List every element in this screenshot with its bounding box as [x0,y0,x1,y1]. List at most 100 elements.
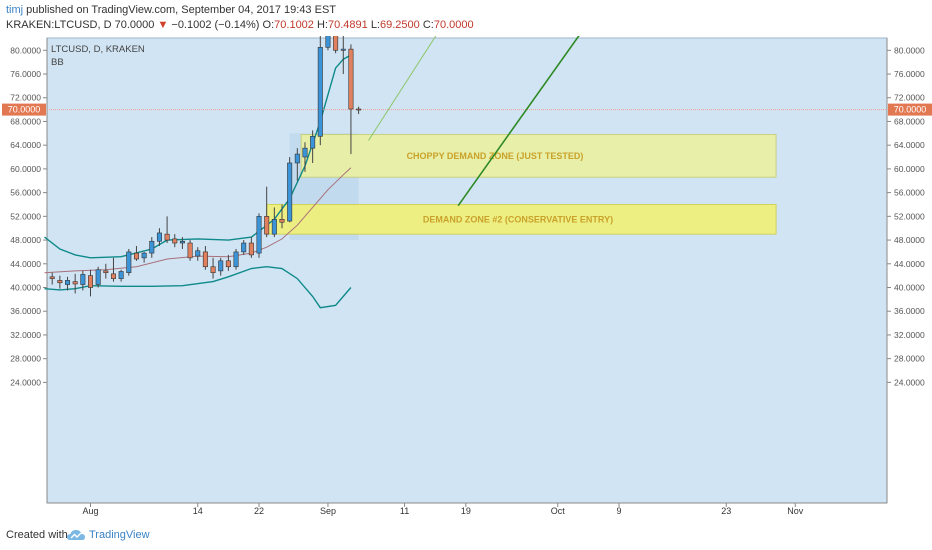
y-tick-label-left: 36.0000 [10,306,41,316]
candle-body[interactable] [264,216,270,235]
candle-body[interactable] [225,260,231,268]
high-value: 70.4891 [327,19,368,31]
y-tick-label-right: 76.0000 [894,69,925,79]
candle-body[interactable] [294,153,300,164]
candle-body[interactable] [118,271,124,279]
candle-body[interactable] [49,276,55,279]
candle-body[interactable] [72,281,78,285]
y-tick-label-left: 60.0000 [10,164,41,174]
y-tick-label-left: 72.0000 [10,93,41,103]
price-tag-right-text: 70.0000 [894,105,927,115]
price-tag-left-bg [2,103,46,116]
price-tag-left-text: 70.0000 [8,105,41,115]
price-chart[interactable]: 24.0000 24.0000 28.0000 28.0000 32.0000 32.00… [0,36,932,522]
x-tick-label: 9 [617,506,622,516]
y-tick-label-left: 32.0000 [10,330,41,340]
candle-body[interactable] [195,250,201,257]
y-tick-label-right: 64.0000 [894,140,925,150]
author-link[interactable]: timj [6,4,24,16]
ohlc-info: KRAKEN:LTCUSD, D 70.0000 ▼ −0.1002 (−0.1… [6,19,474,31]
candle-body[interactable] [172,238,178,244]
candle-body[interactable] [156,232,162,242]
candle-body[interactable] [164,233,170,241]
y-tick-label-right: 52.0000 [894,211,925,221]
y-tick-label-left: 44.0000 [10,259,41,269]
down-arrow-icon: ▼ [157,19,169,31]
x-tick-label: Sep [320,506,336,516]
y-tick-label-left: 24.0000 [10,377,41,387]
candle-body[interactable] [348,48,354,110]
x-tick-label: Aug [82,506,98,516]
candle-body[interactable] [202,251,208,268]
candle-body[interactable] [57,280,63,284]
candle-body[interactable] [287,162,293,222]
candle-body[interactable] [133,252,139,260]
candle-body[interactable] [340,48,346,51]
candle-body[interactable] [179,240,185,244]
x-tick-label: 23 [721,506,731,516]
high-label: H: [316,19,328,31]
y-tick-label-left: 40.0000 [10,283,41,293]
candle-body[interactable] [302,147,308,158]
x-tick-label: 19 [461,506,471,516]
x-tick-label: 14 [193,506,203,516]
publish-info: timj published on TradingView.com, Septe… [6,4,336,16]
y-tick-label-right: 28.0000 [894,354,925,364]
y-tick-label-right: 32.0000 [894,330,925,340]
y-tick-label-left: 28.0000 [10,354,41,364]
candle-body[interactable] [88,275,94,288]
candle-body[interactable] [333,36,339,51]
tradingview-brand-link[interactable]: TradingView [89,529,150,541]
candle-body[interactable] [256,216,262,254]
demand-zone-label-2: DEMAND ZONE #2 (CONSERVATIVE ENTRY) [423,214,613,224]
candle-body[interactable] [65,280,71,285]
tradingview-cloud-icon [67,530,85,540]
low-value: 69.2500 [380,19,420,31]
indicator-legend: BB [51,57,64,68]
candle-body[interactable] [80,274,86,285]
demand-zone-1[interactable] [300,134,777,178]
y-tick-label-right: 48.0000 [894,235,925,245]
candle-body[interactable] [126,251,132,273]
x-tick-label: 22 [254,506,264,516]
candle-body[interactable] [310,135,316,149]
y-tick-label-left: 76.0000 [10,69,41,79]
y-tick-label-right: 36.0000 [894,306,925,316]
price-change: −0.1002 (−0.14%) [171,19,260,31]
candle-body[interactable] [241,242,247,253]
close-label: C: [422,19,434,31]
candle-body[interactable] [248,242,254,256]
demand-zone-label-1: CHOPPY DEMAND ZONE (JUST TESTED) [407,151,584,161]
y-tick-label-left: 48.0000 [10,235,41,245]
projection-arrow-1[interactable] [368,36,460,141]
chart-header: timj published on TradingView.com, Septe… [0,0,932,36]
y-tick-label-left: 68.0000 [10,116,41,126]
y-tick-label-left: 80.0000 [10,45,41,55]
y-tick-label-right: 40.0000 [894,283,925,293]
candle-body[interactable] [187,242,193,259]
candle-body[interactable] [356,108,362,111]
x-tick-label: 11 [400,506,409,516]
candle-body[interactable] [103,270,109,273]
projection-arrow-2[interactable] [457,36,610,207]
candle-body[interactable] [218,260,224,272]
y-tick-label-right: 60.0000 [894,164,925,174]
candle-body[interactable] [325,36,331,48]
chart-footer: Created with TradingView [0,522,932,550]
candle-body[interactable] [141,252,147,259]
y-tick-label-left: 64.0000 [10,140,41,150]
candle-body[interactable] [271,219,277,235]
candle-body[interactable] [110,273,116,279]
candle-body[interactable] [210,266,216,273]
open-value: 70.1002 [274,19,314,31]
candle-body[interactable] [95,269,101,285]
close-value: 70.0000 [433,19,474,31]
y-tick-label-right: 44.0000 [894,259,925,269]
y-tick-label-right: 56.0000 [894,188,925,198]
demand-zone-2[interactable] [266,203,777,235]
candle-body[interactable] [149,240,155,254]
low-label: L: [370,19,380,31]
candle-body[interactable] [317,47,323,137]
candle-body[interactable] [279,219,285,223]
candle-body[interactable] [233,251,239,268]
